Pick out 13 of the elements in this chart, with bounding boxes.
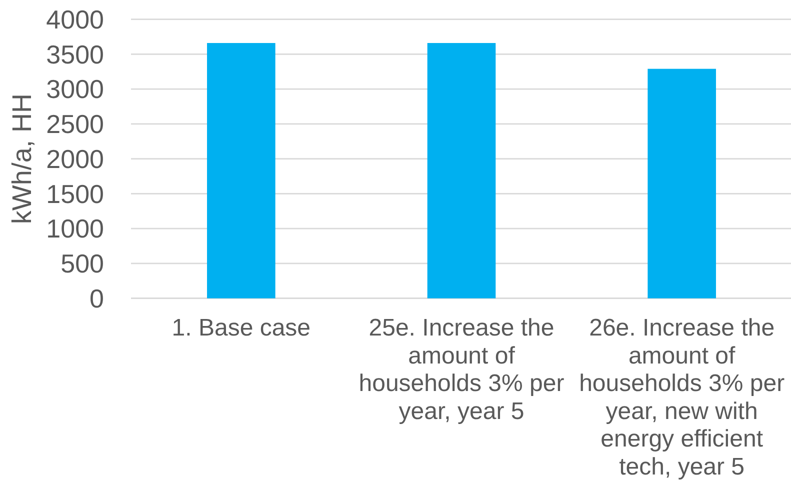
y-tick-label: 1500 (46, 178, 104, 209)
y-axis-title: kWh/a, HH (7, 94, 37, 224)
y-tick-label: 1000 (46, 214, 104, 244)
x-tick-label: 25e. Increase the amount of households 3% per year, year 5 (358, 314, 564, 425)
y-tick-label: 2000 (46, 144, 104, 174)
x-tick-label: 1. Base case (172, 314, 311, 342)
y-tick-label: 500 (60, 248, 104, 279)
x-tick-label: 26e. Increase the amount of households 3% per year, new with energy efficient tech, year 5 (579, 314, 785, 480)
y-tick-label: 3000 (46, 74, 104, 104)
y-tick-label: 3500 (46, 39, 104, 70)
y-tick-label: 0 (90, 283, 104, 314)
y-tick-label: 2500 (46, 109, 104, 140)
y-tick-label: 4000 (46, 4, 104, 34)
